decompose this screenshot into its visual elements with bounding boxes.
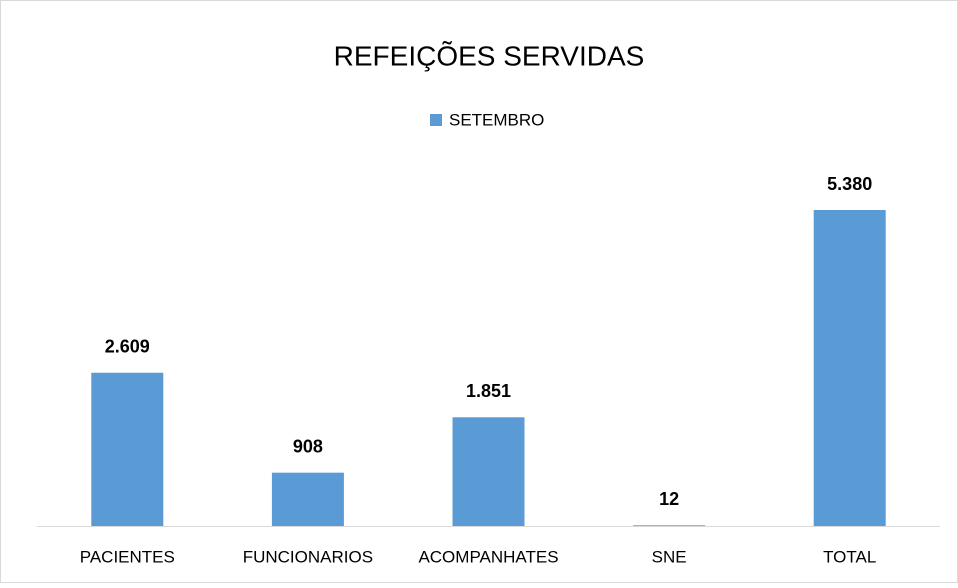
x-tick-label: ACOMPANHATES (418, 547, 558, 566)
data-label: 1.851 (466, 381, 511, 401)
legend-label: SETEMBRO (449, 110, 544, 129)
bar (813, 210, 886, 526)
data-label: 5.380 (827, 174, 872, 194)
bar (271, 472, 344, 526)
x-tick-label: PACIENTES (80, 547, 175, 566)
data-label: 908 (293, 436, 323, 456)
x-tick-label: TOTAL (823, 547, 876, 566)
data-label: 2.609 (105, 337, 150, 357)
legend-swatch (430, 114, 442, 126)
data-label: 12 (659, 489, 679, 509)
x-tick-label: SNE (652, 547, 687, 566)
x-tick-label: FUNCIONARIOS (243, 547, 373, 566)
bar (91, 372, 164, 526)
bar (452, 417, 525, 526)
chart-title: REFEIÇÕES SERVIDAS (334, 40, 645, 71)
bar (633, 525, 706, 526)
